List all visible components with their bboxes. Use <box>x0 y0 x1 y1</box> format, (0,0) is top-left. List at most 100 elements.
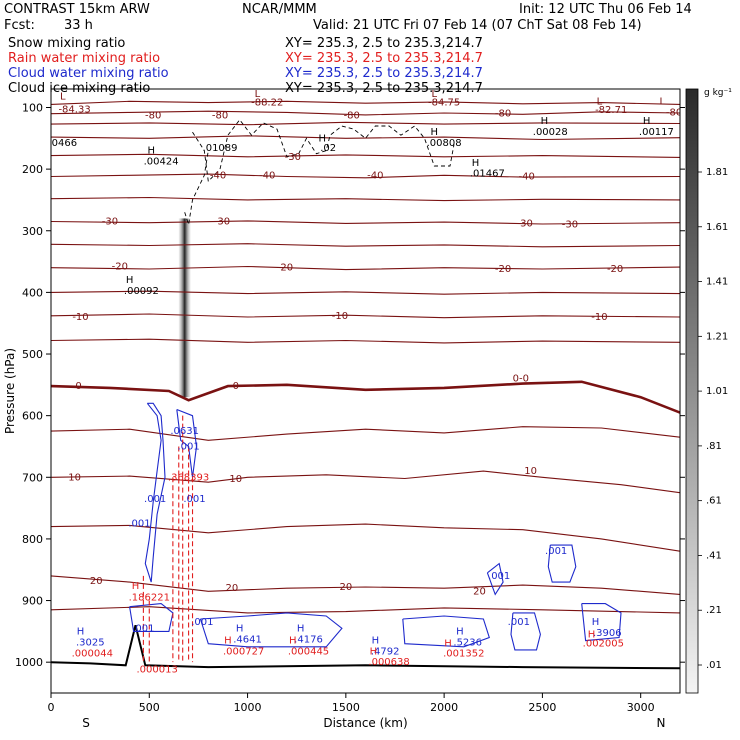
colorbar-label: 1.01 <box>706 386 728 397</box>
isotherm--40 <box>51 173 680 179</box>
snow-shading <box>178 218 191 398</box>
colorbar: g kg⁻¹ 1.81 1.61 1.41 1.21 1.01 .81 .61 .41 .21.… <box>685 88 732 694</box>
x-axis-label: Distance (km) <box>323 716 407 730</box>
isotherm-label-17: -20 <box>607 264 623 275</box>
isotherm-label-8: -40 <box>367 170 383 181</box>
point-label-44: .000727 <box>223 647 264 658</box>
point-label-37: .001 <box>132 623 154 634</box>
y-tick-label: 300 <box>22 225 43 238</box>
isotherm-label-7: -40 <box>259 170 275 181</box>
isotherm-label-2: -80 <box>344 111 360 122</box>
point-label-39: .3025 <box>76 637 105 648</box>
isotherm-label-28: 20 <box>225 583 238 594</box>
y-axis-label: Pressure (hPa) <box>3 348 17 434</box>
isotherm-label-14: -20 <box>112 262 128 273</box>
y-tick-label: 900 <box>22 595 43 608</box>
point-label-22: .01467 <box>470 168 505 179</box>
isotherm-label-0: -80 <box>145 111 161 122</box>
colorbar-label: 1.81 <box>706 167 728 178</box>
ice-contour-0 <box>192 119 455 183</box>
x-tick-label: 2500 <box>528 701 556 714</box>
isotherm-label-5: -30 <box>285 152 301 163</box>
cloudwater-contour-4 <box>402 615 490 648</box>
isotherm-label-18: -10 <box>72 312 88 323</box>
point-label-13: .0466 <box>48 138 77 149</box>
isotherm-surface <box>51 624 680 670</box>
colorbar-gradient <box>685 88 699 694</box>
point-label-49: H <box>372 636 380 647</box>
point-label-40: .000044 <box>72 649 113 660</box>
isotherm-label-3: -80 <box>495 109 511 120</box>
colorbar-label: .61 <box>706 496 722 507</box>
isotherm-label-6: -40 <box>210 170 226 181</box>
point-label-25: .0631 <box>170 426 199 437</box>
point-label-6: L <box>597 96 603 107</box>
cloudwater-contour-8 <box>486 562 504 596</box>
isotherm--5 <box>51 338 680 344</box>
isotherm-5 <box>51 426 680 441</box>
point-label-24: .00092 <box>124 286 159 297</box>
x-tick-label: 3000 <box>627 701 655 714</box>
point-label-19: H <box>431 127 439 138</box>
ice-contour-1 <box>184 150 209 225</box>
isotherm--70 <box>51 121 680 126</box>
cloudwater-contour-2 <box>129 603 174 632</box>
y-tick-label: 800 <box>22 533 43 546</box>
colorbar-label: 1.21 <box>706 331 728 342</box>
point-label-57: H <box>592 617 600 628</box>
isotherm--80b <box>51 110 680 116</box>
colorbar-label: .41 <box>706 550 722 561</box>
point-label-55: H <box>444 639 452 650</box>
point-label-26: .001 <box>177 441 199 452</box>
point-label-45: H <box>297 623 305 634</box>
isotherm--20 <box>51 265 680 271</box>
colorbar-label: .21 <box>706 605 722 616</box>
point-label-1: -84.33 <box>58 104 90 115</box>
field-snow-xy: XY= 235.3, 2.5 to 235.3,214.7 <box>285 36 483 51</box>
field-rain-xy: XY= 235.3, 2.5 to 235.3,214.7 <box>285 51 483 66</box>
cloudwater-contour-3 <box>199 612 343 648</box>
x-tick-label: 500 <box>139 701 160 714</box>
point-label-16: .01089 <box>203 143 238 154</box>
y-tick-label: 600 <box>22 410 43 423</box>
point-label-32: .001 <box>488 571 510 582</box>
y-tick-label: 1000 <box>15 656 43 669</box>
point-label-31: .001 <box>545 546 567 557</box>
point-label-56: .001352 <box>443 649 484 660</box>
point-label-46: .4176 <box>294 634 323 645</box>
plot-frame <box>50 88 681 694</box>
point-label-61: .000013 <box>136 665 177 676</box>
isotherm-0 <box>51 380 680 414</box>
point-label-58: .3906 <box>593 628 622 639</box>
point-label-3: -88.22 <box>251 98 283 109</box>
point-label-33: H <box>132 581 140 592</box>
isotherm--60 <box>51 135 680 141</box>
x-tick-label: 2000 <box>430 701 458 714</box>
point-label-54: .5236 <box>453 637 482 648</box>
field-cloudwater-xy: XY= 235.3, 2.5 to 235.3,214.7 <box>285 66 483 81</box>
isotherm-25 <box>51 606 680 614</box>
colorbar-label: 1.61 <box>706 222 728 233</box>
y-tick-label: 400 <box>22 286 43 299</box>
y-tick-label: 200 <box>22 163 43 176</box>
valid-time: Valid: 21 UTC Fri 07 Feb 14 (07 ChT Sat … <box>313 18 642 33</box>
side-label-north: N <box>657 716 666 730</box>
cloudwater-contour-7 <box>581 603 622 642</box>
point-label-7: -82.71 <box>595 105 627 116</box>
isotherm--50 <box>51 153 680 158</box>
field-rain-name: Rain water mixing ratio <box>8 51 161 66</box>
center-name: NCAR/MMM <box>242 2 317 17</box>
isotherm-label-23: 0-0 <box>513 374 529 385</box>
colorbar-unit: g kg⁻¹ <box>704 88 732 98</box>
cloudwater-contour-0 <box>144 402 166 583</box>
point-label-5: -84.75 <box>428 98 460 109</box>
point-label-47: H <box>289 636 297 647</box>
point-label-28: .001 <box>144 494 166 505</box>
isotherm-label-15: -20 <box>277 263 293 274</box>
isotherm-label-11: -30 <box>214 217 230 228</box>
point-label-53: H <box>456 626 464 637</box>
point-label-4: L <box>432 89 438 100</box>
isotherm-label-9: -40 <box>519 172 535 183</box>
isotherm-label-25: 10 <box>229 474 242 485</box>
point-label-10: .00028 <box>533 127 568 138</box>
